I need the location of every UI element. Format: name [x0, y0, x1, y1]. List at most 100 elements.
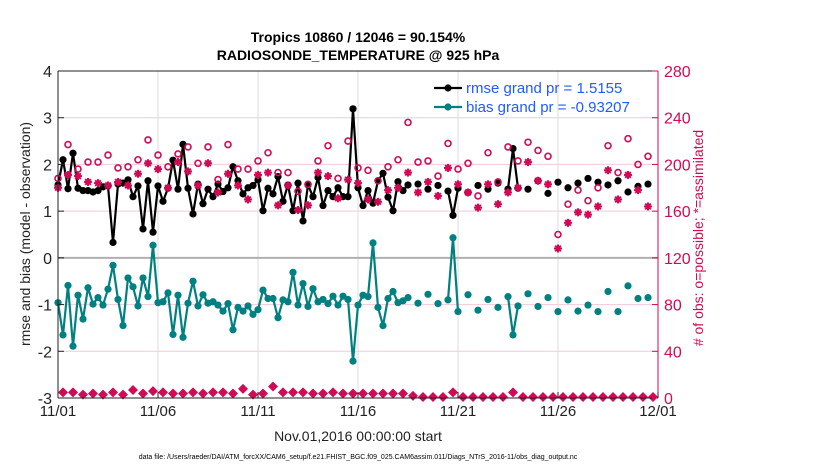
bias-point: [239, 307, 247, 315]
bias-point: [244, 302, 252, 310]
bias-point: [334, 301, 342, 309]
bias-point: [404, 293, 412, 302]
rmse-point: [109, 238, 117, 247]
bias-point: [504, 293, 512, 301]
bottom-obs-point: [288, 387, 298, 398]
rmse-point: [199, 200, 207, 208]
assimilated-obs-point: [144, 159, 152, 168]
grid: [57, 70, 659, 399]
star-stroke: [484, 180, 492, 188]
possible-obs-point: [344, 137, 352, 145]
possible-obs-point: [254, 157, 262, 165]
bias-point: [319, 295, 327, 304]
x-axis-label: Nov.01,2016 00:00:00 start: [274, 428, 442, 444]
bias-point: [169, 330, 177, 339]
assimilated-obs-point: [244, 195, 252, 204]
y-tick-label: 1: [43, 204, 52, 221]
bottom-obs-point: [98, 389, 108, 400]
star-stroke: [474, 204, 482, 212]
assimilated-obs-point: [414, 188, 422, 197]
possible-obs-point: [644, 152, 652, 161]
bias-point: [139, 274, 147, 282]
bias-point: [444, 296, 452, 304]
star-stroke: [74, 172, 82, 180]
assimilated-obs-point: [264, 168, 272, 177]
bottom-obs-point: [198, 388, 208, 399]
rmse-point: [139, 225, 147, 233]
rmse-point: [424, 185, 432, 193]
x-tick-label: 11/26: [540, 403, 576, 420]
bottom-obs-point: [538, 392, 548, 402]
rmse-point: [299, 217, 307, 225]
x-tick-label: 11/01: [40, 403, 76, 420]
assimilated-obs-point: [214, 188, 222, 197]
possible-obs-point: [244, 165, 252, 173]
star-stroke: [104, 181, 112, 189]
bias-point: [454, 307, 462, 316]
bias-point: [474, 306, 482, 314]
star-stroke: [304, 201, 312, 209]
star-stroke: [584, 211, 592, 219]
possible-obs-point: [484, 148, 492, 157]
rmse-point: [594, 178, 602, 186]
star-stroke: [314, 169, 322, 177]
star-stroke: [394, 184, 402, 192]
bottom-obs-point: [128, 384, 138, 395]
bias-point: [534, 302, 542, 311]
possible-obs-point: [624, 134, 632, 143]
possible-obs-point: [614, 168, 622, 177]
rmse-point: [184, 184, 192, 192]
bias-point: [494, 303, 502, 311]
star-stroke: [204, 159, 212, 167]
star-stroke: [214, 188, 222, 196]
assimilated-obs-point: [104, 181, 112, 190]
star-stroke: [224, 170, 232, 178]
rmse-point: [414, 180, 422, 188]
legend-label-rmse: rmse grand pr = 1.5155: [466, 80, 622, 97]
assimilated-obs-point: [504, 188, 512, 197]
rmse-point: [379, 169, 387, 177]
possible-obs-point: [374, 176, 382, 185]
possible-obs-point: [514, 157, 522, 165]
possible-obs-point: [214, 175, 222, 184]
bottom-obs-point: [508, 387, 518, 398]
rmse-point: [389, 207, 397, 215]
rmse-point: [144, 177, 152, 185]
star-stroke: [614, 195, 622, 203]
assimilated-obs-point: [434, 191, 442, 200]
rmse-point: [224, 184, 232, 192]
rmse-point: [264, 184, 272, 192]
bottom-obs-point: [268, 381, 278, 392]
bottom-obs-point: [338, 388, 348, 399]
star-stroke: [604, 166, 612, 174]
bias-point: [84, 284, 92, 292]
assimilated-obs-point: [554, 244, 562, 253]
rmse-point: [189, 210, 197, 218]
bottom-obs-point: [158, 387, 168, 398]
y-right-tick-label: 160: [664, 204, 691, 221]
star-stroke: [554, 244, 562, 253]
bias-point: [109, 261, 117, 269]
bias-point: [144, 293, 152, 301]
bottom-obs-point: [168, 388, 178, 399]
x-tick-label: 11/06: [140, 403, 176, 420]
rmse-point: [204, 185, 212, 193]
y-right-tick-label: 200: [664, 157, 691, 174]
bias-point: [614, 307, 622, 316]
bias-point: [374, 303, 382, 311]
rmse-point: [334, 184, 342, 192]
rmse-point: [324, 186, 332, 195]
possible-obs-point: [224, 140, 232, 149]
bias-point: [254, 306, 262, 314]
assimilated-obs-point: [364, 195, 372, 204]
star-stroke: [134, 170, 142, 178]
assimilated-obs-point: [314, 168, 322, 177]
star-stroke: [344, 176, 352, 184]
assimilated-obs-point: [334, 194, 342, 203]
rmse-point: [449, 211, 457, 219]
bias-point: [414, 299, 422, 307]
assimilated-obs-point: [644, 202, 652, 211]
possible-obs-point: [414, 158, 422, 166]
bias-point: [229, 326, 237, 334]
